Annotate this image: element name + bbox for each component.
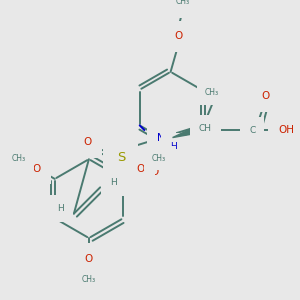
Text: O: O <box>137 164 145 174</box>
Text: CH: CH <box>199 124 212 133</box>
Text: CH₃: CH₃ <box>152 154 166 163</box>
Text: O: O <box>151 167 159 177</box>
Text: H: H <box>170 142 177 152</box>
Text: S: S <box>117 151 125 164</box>
Text: CH₃: CH₃ <box>82 275 96 284</box>
Polygon shape <box>172 127 197 138</box>
Text: CH₃: CH₃ <box>205 88 219 97</box>
Text: O: O <box>174 31 182 41</box>
Text: O: O <box>261 91 270 101</box>
Text: O: O <box>83 137 91 147</box>
Text: CH₃: CH₃ <box>176 0 190 6</box>
Text: H: H <box>110 178 117 187</box>
Text: CH₃: CH₃ <box>12 154 26 163</box>
Text: C: C <box>249 126 256 135</box>
Text: O: O <box>33 164 41 174</box>
Text: H: H <box>57 204 64 213</box>
Text: OH: OH <box>278 125 294 135</box>
Text: O: O <box>85 254 93 264</box>
Text: N: N <box>158 133 165 142</box>
